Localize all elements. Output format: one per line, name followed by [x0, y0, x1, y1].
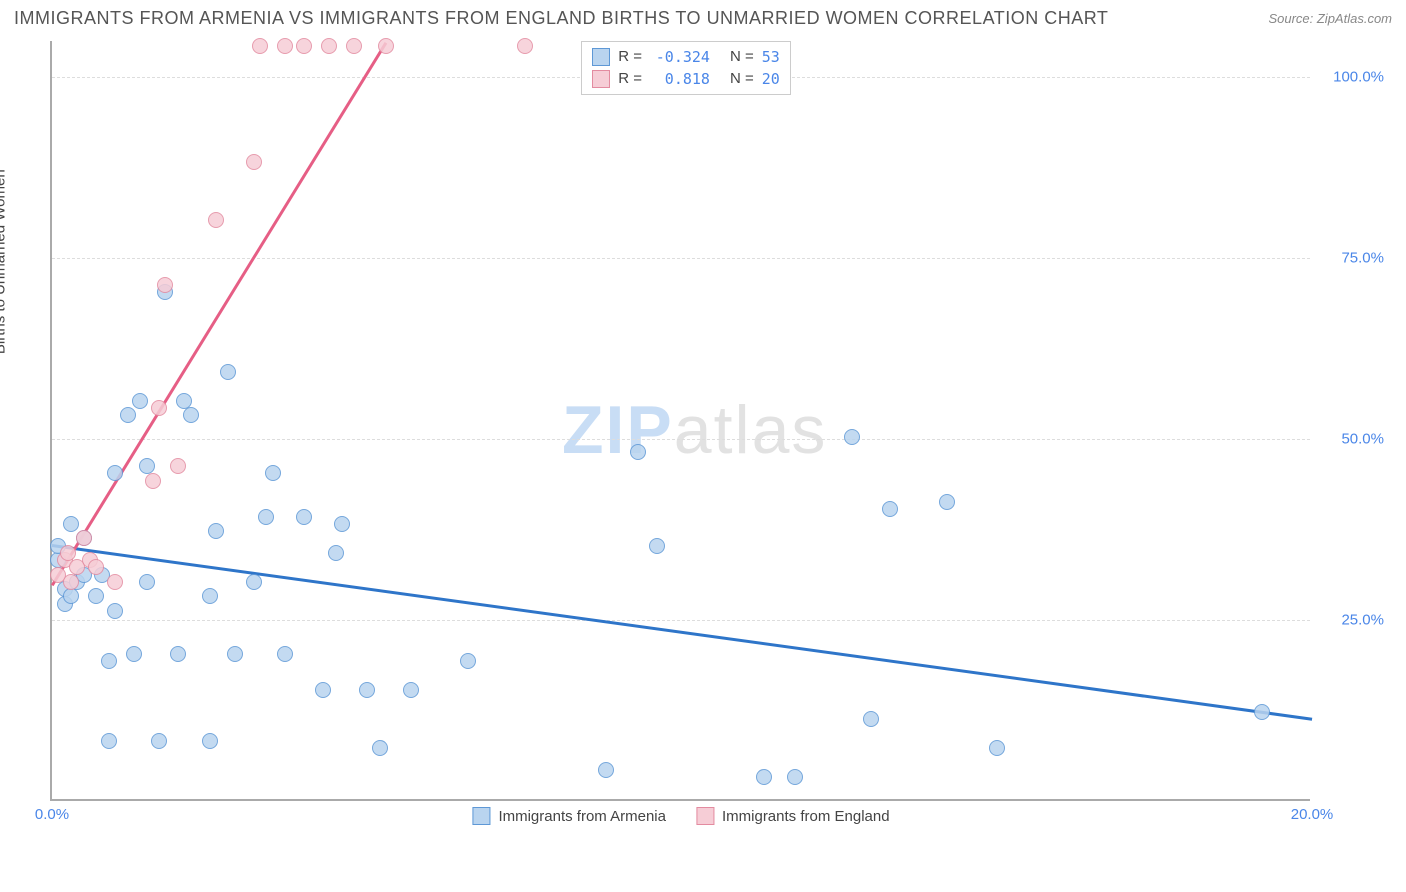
- data-point: [787, 769, 803, 785]
- stat-r-label: R =: [618, 68, 642, 90]
- data-point: [145, 473, 161, 489]
- data-point: [844, 429, 860, 445]
- data-point: [157, 277, 173, 293]
- data-point: [296, 509, 312, 525]
- trend-line: [51, 42, 387, 586]
- data-point: [277, 38, 293, 54]
- legend-label: Immigrants from Armenia: [498, 808, 666, 825]
- data-point: [120, 407, 136, 423]
- data-point: [63, 516, 79, 532]
- data-point: [517, 38, 533, 54]
- stats-legend: R = -0.324 N = 53 R = 0.818 N = 20: [581, 41, 791, 95]
- legend-swatch: [696, 807, 714, 825]
- watermark-zip: ZIP: [562, 392, 674, 468]
- legend-item: Immigrants from Armenia: [472, 807, 666, 825]
- legend-row: R = -0.324 N = 53: [592, 46, 780, 68]
- x-tick-label: 20.0%: [1291, 806, 1334, 823]
- data-point: [208, 212, 224, 228]
- data-point: [649, 538, 665, 554]
- data-point: [630, 444, 646, 460]
- data-point: [126, 646, 142, 662]
- data-point: [246, 574, 262, 590]
- data-point: [265, 465, 281, 481]
- data-point: [277, 646, 293, 662]
- data-point: [107, 603, 123, 619]
- data-point: [989, 740, 1005, 756]
- series-legend: Immigrants from Armenia Immigrants from E…: [472, 807, 889, 825]
- stat-n-label: N =: [730, 68, 754, 90]
- data-point: [101, 653, 117, 669]
- y-tick-label: 100.0%: [1320, 69, 1384, 86]
- data-point: [88, 559, 104, 575]
- data-point: [359, 682, 375, 698]
- data-point: [315, 682, 331, 698]
- data-point: [208, 523, 224, 539]
- plot-area: ZIPatlas 25.0%50.0%75.0%100.0%0.0%20.0%R…: [50, 41, 1310, 801]
- data-point: [220, 364, 236, 380]
- data-point: [60, 545, 76, 561]
- stat-n-label: N =: [730, 46, 754, 68]
- data-point: [151, 400, 167, 416]
- data-point: [403, 682, 419, 698]
- data-point: [460, 653, 476, 669]
- trend-line: [52, 544, 1312, 720]
- source-attribution: Source: ZipAtlas.com: [1268, 11, 1392, 26]
- watermark-atlas: atlas: [674, 392, 828, 468]
- data-point: [372, 740, 388, 756]
- stat-r-label: R =: [618, 46, 642, 68]
- stat-n-value: 20: [762, 68, 780, 90]
- data-point: [107, 574, 123, 590]
- data-point: [296, 38, 312, 54]
- data-point: [132, 393, 148, 409]
- data-point: [328, 545, 344, 561]
- y-tick-label: 50.0%: [1320, 431, 1384, 448]
- gridline: [52, 439, 1310, 440]
- data-point: [321, 38, 337, 54]
- legend-row: R = 0.818 N = 20: [592, 68, 780, 90]
- data-point: [88, 588, 104, 604]
- data-point: [882, 501, 898, 517]
- data-point: [63, 588, 79, 604]
- data-point: [246, 154, 262, 170]
- data-point: [76, 530, 92, 546]
- x-tick-label: 0.0%: [35, 806, 69, 823]
- legend-swatch: [592, 48, 610, 66]
- data-point: [101, 733, 117, 749]
- chart-title: IMMIGRANTS FROM ARMENIA VS IMMIGRANTS FR…: [14, 8, 1108, 29]
- data-point: [939, 494, 955, 510]
- legend-item: Immigrants from England: [696, 807, 890, 825]
- legend-swatch: [592, 70, 610, 88]
- data-point: [863, 711, 879, 727]
- data-point: [107, 465, 123, 481]
- data-point: [139, 574, 155, 590]
- stat-r-value: -0.324: [650, 46, 710, 68]
- data-point: [63, 574, 79, 590]
- gridline: [52, 620, 1310, 621]
- data-point: [202, 588, 218, 604]
- watermark: ZIPatlas: [562, 391, 827, 469]
- stat-n-value: 53: [762, 46, 780, 68]
- data-point: [227, 646, 243, 662]
- data-point: [334, 516, 350, 532]
- legend-swatch: [472, 807, 490, 825]
- y-tick-label: 25.0%: [1320, 612, 1384, 629]
- stat-r-value: 0.818: [650, 68, 710, 90]
- data-point: [378, 38, 394, 54]
- data-point: [183, 407, 199, 423]
- data-point: [598, 762, 614, 778]
- y-axis-label: Births to Unmarried Women: [0, 169, 9, 354]
- chart-container: Births to Unmarried Women ZIPatlas 25.0%…: [14, 33, 1394, 843]
- legend-label: Immigrants from England: [722, 808, 890, 825]
- data-point: [170, 646, 186, 662]
- data-point: [258, 509, 274, 525]
- data-point: [1254, 704, 1270, 720]
- data-point: [151, 733, 167, 749]
- data-point: [170, 458, 186, 474]
- y-tick-label: 75.0%: [1320, 250, 1384, 267]
- data-point: [756, 769, 772, 785]
- data-point: [202, 733, 218, 749]
- data-point: [252, 38, 268, 54]
- gridline: [52, 258, 1310, 259]
- data-point: [346, 38, 362, 54]
